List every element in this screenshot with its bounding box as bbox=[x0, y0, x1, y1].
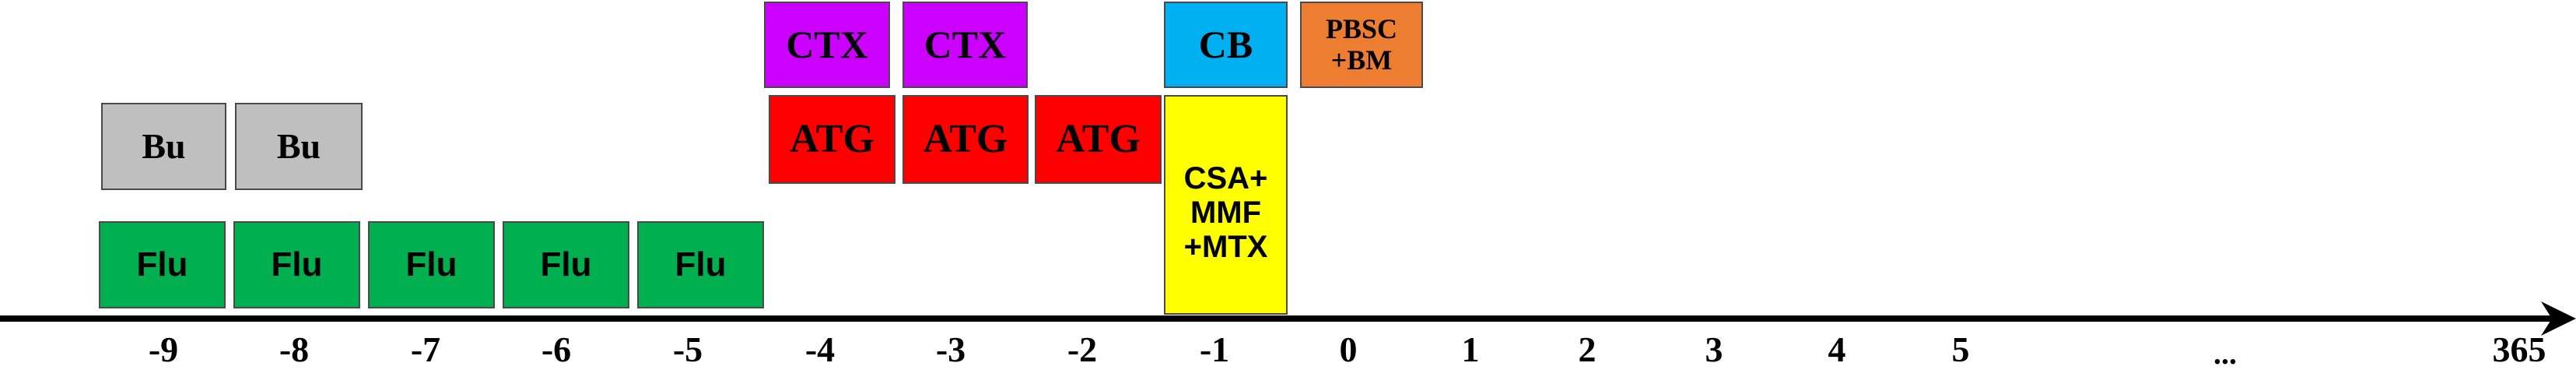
day-label: 0 bbox=[1339, 329, 1358, 369]
day-label: -4 bbox=[804, 329, 836, 369]
mmf-label: MMF bbox=[1190, 196, 1262, 230]
axis-arrowhead bbox=[2541, 301, 2576, 336]
csa-label: CSA+ bbox=[1183, 161, 1268, 196]
day-label: -2 bbox=[1067, 329, 1098, 369]
bu-block: Bu bbox=[235, 103, 363, 190]
ctx-block: CTX bbox=[764, 2, 890, 88]
day-label: -9 bbox=[148, 329, 179, 369]
day-label: 3 bbox=[1705, 329, 1723, 369]
cb-block: CB bbox=[1164, 2, 1288, 88]
day-label: -3 bbox=[935, 329, 966, 369]
atg-block: ATG bbox=[1035, 95, 1162, 184]
flu-block: Flu bbox=[503, 221, 629, 308]
day-label-ellipsis: ... bbox=[2213, 336, 2237, 371]
day-label: -1 bbox=[1199, 329, 1230, 369]
flu-block: Flu bbox=[637, 221, 764, 308]
atg-block: ATG bbox=[769, 95, 895, 184]
day-label: 2 bbox=[1578, 329, 1596, 369]
flu-block: Flu bbox=[368, 221, 495, 308]
pbsc-label: PBSC bbox=[1325, 12, 1398, 44]
day-label: -8 bbox=[279, 329, 310, 369]
ctx-block: CTX bbox=[902, 2, 1028, 88]
mtx-label: +MTX bbox=[1183, 230, 1268, 264]
gvhd-prophylaxis-block: CSA+ MMF +MTX bbox=[1164, 95, 1288, 315]
day-label: -7 bbox=[410, 329, 441, 369]
day-label: 365 bbox=[2492, 329, 2546, 369]
day-label: -6 bbox=[541, 329, 572, 369]
bm-label: +BM bbox=[1330, 44, 1393, 76]
flu-block: Flu bbox=[233, 221, 360, 308]
bu-block: Bu bbox=[101, 103, 226, 190]
pbsc-bm-block: PBSC +BM bbox=[1300, 2, 1423, 88]
day-label: 5 bbox=[1951, 329, 1970, 369]
flu-block: Flu bbox=[99, 221, 226, 308]
atg-block: ATG bbox=[902, 95, 1029, 184]
day-label: 1 bbox=[1461, 329, 1480, 369]
day-label: -5 bbox=[672, 329, 703, 369]
day-label: 4 bbox=[1828, 329, 1846, 369]
